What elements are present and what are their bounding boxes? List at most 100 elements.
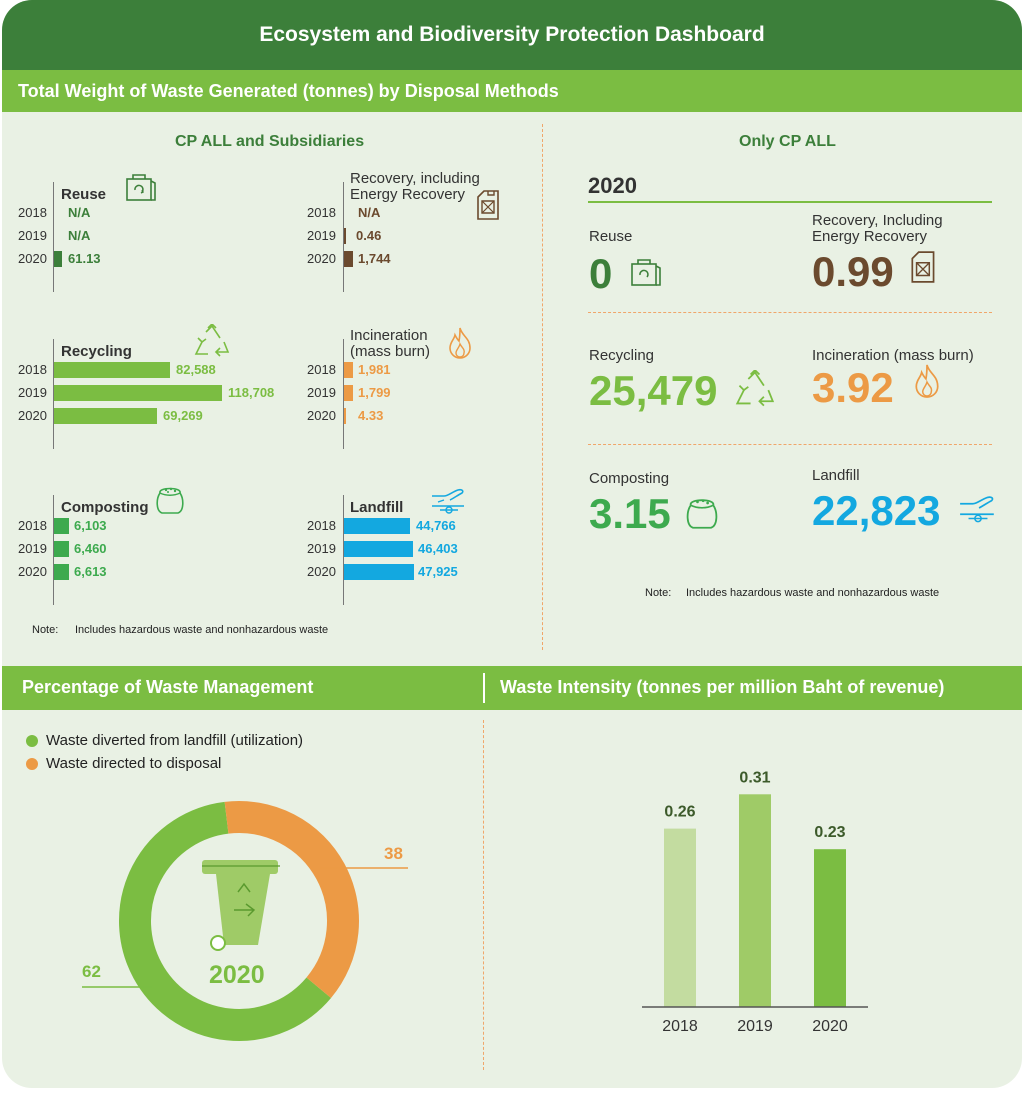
subsidiaries-title: CP ALL and Subsidiaries bbox=[175, 133, 365, 150]
donut-label-green: 62 bbox=[82, 962, 101, 981]
composting-axis bbox=[53, 495, 54, 605]
landfill-bar-2020 bbox=[344, 564, 414, 580]
fuel-can-icon bbox=[474, 189, 504, 226]
landfill-bar-2019 bbox=[344, 541, 413, 557]
flame-icon bbox=[446, 326, 474, 365]
recovery-bar-2019 bbox=[344, 228, 346, 244]
incineration-axis bbox=[343, 339, 344, 449]
recovery-axis bbox=[343, 182, 344, 292]
intensity-category-label-2019: 2019 bbox=[737, 1018, 773, 1035]
legend-dot-diverted bbox=[26, 735, 38, 747]
intensity-bar-2020 bbox=[814, 849, 846, 1007]
section-heading-waste-weight: Total Weight of Waste Generated (tonnes)… bbox=[2, 70, 1022, 112]
recycling-value-2020: 69,269 bbox=[163, 408, 203, 423]
recycling-label: Recycling bbox=[61, 343, 132, 360]
landfill-hand-icon bbox=[430, 486, 468, 521]
legend-label-diverted: Waste diverted from landfill (utilizatio… bbox=[46, 732, 304, 749]
landfill-year-2020: 2020 bbox=[307, 564, 336, 579]
donut-arcs bbox=[119, 801, 359, 1041]
cpall-title: Only CP ALL bbox=[739, 133, 836, 150]
compost-sack-icon bbox=[684, 494, 720, 535]
intensity-value-label-2018: 0.26 bbox=[664, 804, 695, 821]
incineration-year-2018: 2018 bbox=[307, 362, 336, 377]
cpall-recovery-label-line2: Energy Recovery bbox=[812, 228, 928, 245]
incineration-label-line2: (mass burn) bbox=[350, 343, 431, 360]
donut-slice-disposal bbox=[224, 801, 359, 998]
composting-bar-2019 bbox=[54, 541, 69, 557]
recovery-bar-2020 bbox=[344, 251, 353, 267]
section2-header-divider bbox=[483, 673, 485, 703]
landfill-year-2019: 2019 bbox=[307, 541, 336, 556]
cpall-recovery-label: Recovery, Including Energy Recovery bbox=[812, 213, 943, 245]
intensity-value-label-2020: 0.23 bbox=[814, 824, 845, 841]
donut-chart bbox=[82, 801, 408, 1041]
reuse-year-2018: 2018 bbox=[18, 205, 47, 220]
cpall-recycling-label: Recycling bbox=[589, 347, 655, 364]
cpall-divider-2 bbox=[588, 444, 992, 445]
reuse-value-2019: N/A bbox=[68, 228, 91, 243]
recovery-value-2018: N/A bbox=[358, 205, 381, 220]
recycling-value-2018: 82,588 bbox=[176, 362, 216, 377]
fuel-can-icon bbox=[908, 250, 940, 289]
cpall-recycling-value: 25,479 bbox=[589, 367, 718, 414]
cpall-note-label: Note: bbox=[645, 587, 672, 599]
subsidiaries-note-label: Note: bbox=[32, 624, 59, 636]
incineration-bar-2019 bbox=[344, 385, 353, 401]
landfill-year-2018: 2018 bbox=[307, 518, 336, 533]
recycling-value-2019: 118,708 bbox=[228, 385, 275, 400]
recovery-label-line2: Energy Recovery bbox=[350, 186, 466, 203]
dashboard-title: Ecosystem and Biodiversity Protection Da… bbox=[2, 0, 1022, 70]
recovery-year-2018: 2018 bbox=[307, 205, 336, 220]
recovery-value-2019: 0.46 bbox=[356, 228, 382, 243]
percentage-heading: Percentage of Waste Management bbox=[22, 677, 314, 697]
reuse-year-2019: 2019 bbox=[18, 228, 47, 243]
landfill-value-2020: 47,925 bbox=[418, 564, 458, 579]
composting-label: Composting bbox=[61, 499, 149, 516]
landfill-label: Landfill bbox=[350, 499, 404, 516]
recovery-value-2020: 1,744 bbox=[358, 251, 391, 266]
intensity-bars: 0.26 2018 0.31 2019 0.23 2020 bbox=[662, 769, 848, 1035]
cpall-year-underline bbox=[588, 201, 992, 203]
recycling-axis bbox=[53, 339, 54, 449]
legend-label-disposal: Waste directed to disposal bbox=[46, 755, 222, 772]
compost-sack-icon bbox=[154, 483, 186, 520]
flame-icon bbox=[912, 362, 942, 405]
landfill-axis bbox=[343, 495, 344, 605]
cpall-incineration-value: 3.92 bbox=[812, 364, 894, 411]
incineration-bar-2020 bbox=[344, 408, 346, 424]
incineration-value-2020: 4.33 bbox=[358, 408, 384, 423]
landfill-hand-icon bbox=[958, 493, 998, 530]
cpall-divider-1 bbox=[588, 312, 992, 313]
cpall-recovery-value: 0.99 bbox=[812, 248, 894, 295]
cpall-incineration-label: Incineration (mass burn) bbox=[812, 347, 974, 364]
composting-year-2019: 2019 bbox=[18, 541, 47, 556]
reuse-axis bbox=[53, 182, 54, 292]
reuse-value-2020: 61.13 bbox=[68, 251, 101, 266]
incineration-year-2019: 2019 bbox=[307, 385, 336, 400]
section2-divider bbox=[483, 720, 484, 1070]
composting-value-2018: 6,103 bbox=[74, 518, 107, 533]
intensity-category-label-2020: 2020 bbox=[812, 1018, 848, 1035]
recovery-label: Recovery, including Energy Recovery bbox=[350, 171, 480, 203]
incineration-value-2019: 1,799 bbox=[358, 385, 391, 400]
cpall-year: 2020 bbox=[588, 173, 637, 198]
recovery-label-line1: Recovery, including bbox=[350, 170, 480, 187]
recycling-year-2019: 2019 bbox=[18, 385, 47, 400]
donut-slice-diverted bbox=[119, 801, 332, 1041]
legend-dot-disposal bbox=[26, 758, 38, 770]
composting-year-2018: 2018 bbox=[18, 518, 47, 533]
reuse-value-2018: N/A bbox=[68, 205, 91, 220]
recycle-bin-icon bbox=[202, 860, 280, 951]
composting-value-2020: 6,613 bbox=[74, 564, 107, 579]
intensity-category-label-2018: 2018 bbox=[662, 1018, 698, 1035]
intensity-value-label-2019: 0.31 bbox=[739, 769, 770, 786]
cpall-landfill-value: 22,823 bbox=[812, 487, 941, 534]
cpall-composting-label: Composting bbox=[589, 470, 670, 487]
composting-bar-2020 bbox=[54, 564, 69, 580]
landfill-bar-2018 bbox=[344, 518, 410, 534]
composting-year-2020: 2020 bbox=[18, 564, 47, 579]
shopping-bag-icon bbox=[628, 256, 664, 293]
recycle-icon bbox=[735, 368, 775, 413]
